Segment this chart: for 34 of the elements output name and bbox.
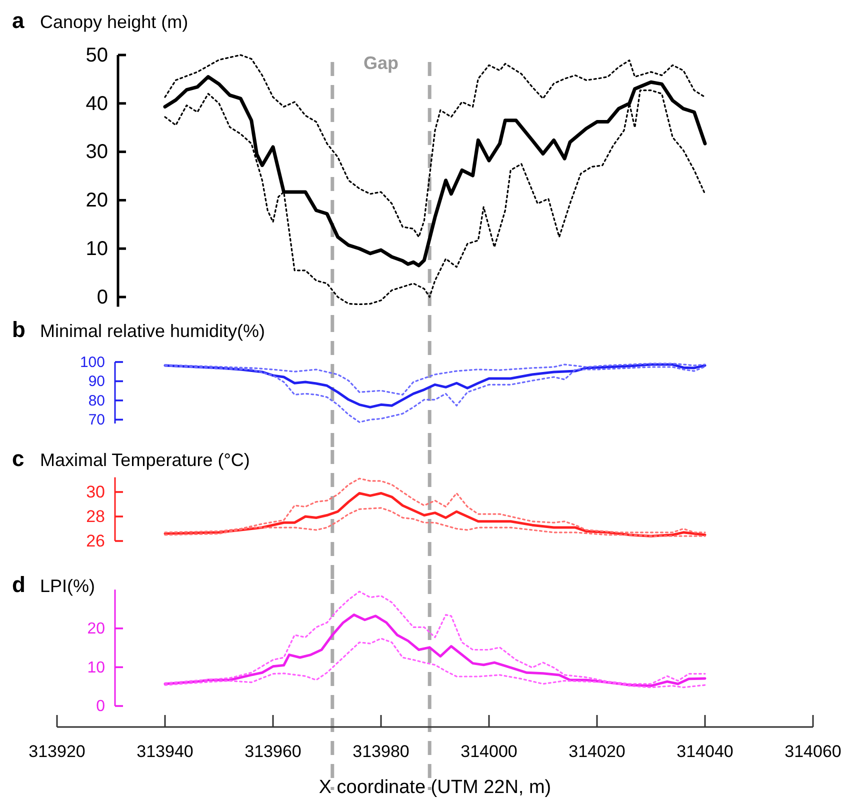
x-tick-label: 314040 xyxy=(676,742,734,761)
x-tick-label: 313920 xyxy=(28,742,86,761)
chart-title: Minimal relative humidity(%) xyxy=(40,321,266,341)
y-tick-label: 40 xyxy=(86,92,108,115)
y-tick-label: 10 xyxy=(87,659,106,676)
x-tick-label: 313940 xyxy=(136,742,194,761)
x-axis-title: X coordinate (UTM 22N, m) xyxy=(318,777,552,798)
text: d xyxy=(12,572,26,597)
x-tick-label: 313980 xyxy=(352,742,410,761)
y-tick-label: 0 xyxy=(96,286,108,308)
y-tick-label: 10 xyxy=(86,238,108,260)
chart-title: Maximal Temperature (°C) xyxy=(40,450,250,470)
y-tick-label: 100 xyxy=(80,354,105,371)
y-tick-label: 20 xyxy=(87,620,106,638)
text: b xyxy=(12,317,26,342)
y-tick-label: 70 xyxy=(88,411,105,428)
y-tick-label: 90 xyxy=(88,373,105,390)
y-tick-label: 30 xyxy=(86,482,105,502)
text: a xyxy=(12,8,25,33)
chart-title: LPI(%) xyxy=(40,576,96,596)
y-tick-label: 30 xyxy=(86,141,108,164)
chart-title: Canopy height (m) xyxy=(40,12,188,32)
y-tick-label: 80 xyxy=(88,392,105,410)
text: c xyxy=(12,446,24,471)
x-tick-label: 314020 xyxy=(568,742,626,761)
y-tick-label: 50 xyxy=(86,44,108,66)
x-tick-label: 314000 xyxy=(460,742,518,761)
x-tick-label: 313960 xyxy=(244,742,302,761)
x-tick-label: 314060 xyxy=(784,742,842,761)
y-tick-label: 26 xyxy=(86,531,105,550)
y-tick-label: 0 xyxy=(96,698,106,716)
y-tick-label: 20 xyxy=(86,190,108,212)
y-tick-label: 28 xyxy=(86,506,105,526)
annotation: Gap xyxy=(363,53,399,73)
